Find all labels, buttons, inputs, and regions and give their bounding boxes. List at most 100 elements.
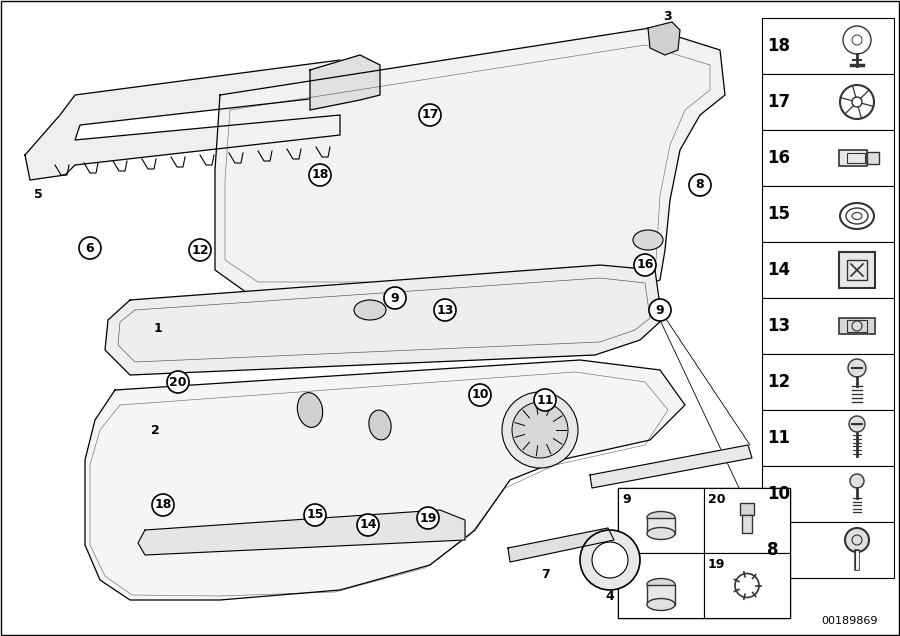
Circle shape [357,514,379,536]
Bar [762,410,894,466]
Circle shape [419,104,441,126]
Text: 2: 2 [150,424,159,436]
Bar [867,152,879,164]
Ellipse shape [354,300,386,320]
Circle shape [502,392,578,468]
Bar [618,553,704,618]
Text: 17: 17 [421,109,439,121]
Polygon shape [590,445,752,488]
Circle shape [689,174,711,196]
Text: 3: 3 [663,11,672,24]
Ellipse shape [369,410,392,440]
Circle shape [850,474,864,488]
Bar [762,466,894,522]
Circle shape [434,299,456,321]
Bar [762,354,894,410]
Text: 5: 5 [33,188,42,202]
Circle shape [852,321,862,331]
Ellipse shape [297,392,323,427]
Text: 1: 1 [154,322,162,335]
Bar [839,318,875,334]
Ellipse shape [647,598,675,611]
Text: 7: 7 [541,569,549,581]
Text: 11: 11 [536,394,554,406]
Polygon shape [138,510,465,555]
Text: 15: 15 [767,205,790,223]
Circle shape [309,164,331,186]
Circle shape [845,528,869,552]
Bar [762,18,894,74]
Text: 8: 8 [767,541,778,559]
Text: 17: 17 [767,93,790,111]
Bar [847,260,867,280]
Bar [762,242,894,298]
Polygon shape [85,360,685,600]
Circle shape [512,402,568,458]
Text: 20: 20 [708,493,725,506]
Bar [704,488,790,553]
Text: 12: 12 [767,373,790,391]
Ellipse shape [633,230,663,250]
Circle shape [848,359,866,377]
Text: 12: 12 [191,244,209,256]
Polygon shape [25,60,360,180]
Ellipse shape [647,511,675,523]
Bar [839,150,867,166]
Bar [704,553,790,618]
Text: 16: 16 [767,149,790,167]
Circle shape [189,239,211,261]
Text: 4: 4 [606,590,615,604]
Text: 9: 9 [622,493,631,506]
Circle shape [849,416,865,432]
Text: 18: 18 [154,499,172,511]
Text: 00189869: 00189869 [822,616,878,626]
Text: 13: 13 [436,303,454,317]
Text: 9: 9 [391,291,400,305]
Circle shape [469,384,491,406]
Polygon shape [648,22,680,55]
Text: 6: 6 [86,242,94,254]
Text: 18: 18 [767,37,790,55]
Bar [618,488,704,553]
Text: 13: 13 [767,317,790,335]
Bar [762,74,894,130]
Circle shape [384,287,406,309]
Bar [742,515,752,532]
Bar [847,153,865,163]
Circle shape [634,254,656,276]
Bar [647,584,675,604]
Circle shape [304,504,326,526]
Text: 18: 18 [311,169,328,181]
Text: 14: 14 [359,518,377,532]
Bar [618,488,790,618]
Polygon shape [105,265,662,375]
Bar [847,320,867,332]
Circle shape [580,530,640,590]
Bar [762,298,894,354]
Polygon shape [310,55,380,110]
Bar [762,186,894,242]
Ellipse shape [647,527,675,539]
Text: 19: 19 [708,558,725,571]
Text: 19: 19 [419,511,436,525]
Text: 8: 8 [696,179,705,191]
Circle shape [79,237,101,259]
Circle shape [534,389,556,411]
Text: 16: 16 [636,258,653,272]
Text: 15: 15 [306,509,324,522]
Circle shape [152,494,174,516]
Text: 10: 10 [472,389,489,401]
Circle shape [167,371,189,393]
Polygon shape [215,28,725,295]
Text: 10: 10 [767,485,790,503]
Circle shape [417,507,439,529]
Text: 20: 20 [169,375,187,389]
Text: 14: 14 [767,261,790,279]
Bar [740,502,754,515]
Text: 11: 11 [767,429,790,447]
Text: 9: 9 [656,303,664,317]
FancyBboxPatch shape [839,252,875,288]
Bar [762,522,894,578]
Polygon shape [508,528,614,562]
Bar [762,130,894,186]
